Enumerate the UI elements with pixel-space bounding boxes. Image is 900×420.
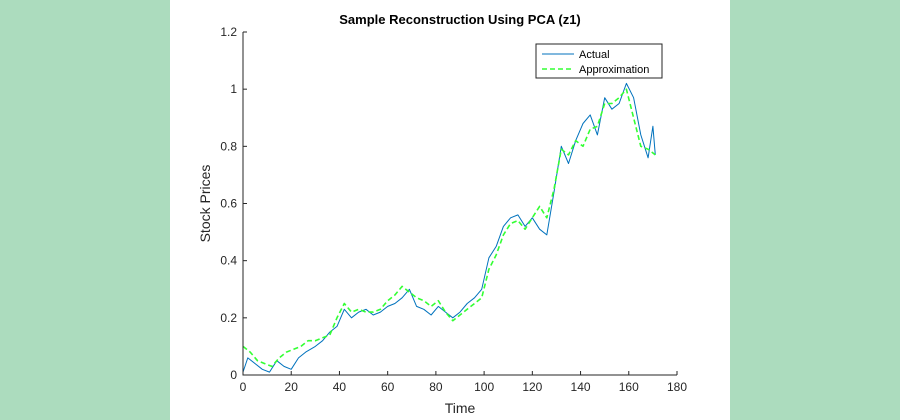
chart: Sample Reconstruction Using PCA (z1) 0 20… <box>197 12 687 416</box>
right-margin-background <box>730 0 900 420</box>
approximation-series-line <box>242 88 656 368</box>
chart-title: Sample Reconstruction Using PCA (z1) <box>339 12 581 27</box>
x-tick-label: 100 <box>474 380 494 394</box>
y-axis-label: Stock Prices <box>197 165 213 243</box>
legend-label: Approximation <box>579 64 649 76</box>
legend-box <box>535 43 663 79</box>
y-tick-label: 0.4 <box>220 254 237 268</box>
x-tick-label: 40 <box>333 380 347 394</box>
left-margin-background <box>0 0 170 420</box>
x-tick-label: 60 <box>381 380 395 394</box>
x-tick-label: 180 <box>667 380 687 394</box>
series-layer <box>242 82 656 373</box>
x-axis-ticks: 0 20 40 60 80 100 120 140 160 180 <box>240 371 687 394</box>
y-tick-label: 1 <box>230 82 237 96</box>
x-tick-label: 20 <box>285 380 299 394</box>
x-tick-label: 120 <box>522 380 542 394</box>
y-tick-label: 0.6 <box>220 197 237 211</box>
x-tick-label: 0 <box>240 380 247 394</box>
axes-lines <box>242 32 677 376</box>
y-tick-label: 0.2 <box>220 311 237 325</box>
legend-label: Actual <box>579 49 610 61</box>
y-axis-ticks: 0 0.2 0.4 0.6 0.8 1 1.2 <box>220 25 247 382</box>
x-tick-label: 140 <box>571 380 591 394</box>
x-tick-label: 80 <box>429 380 443 394</box>
y-tick-label: 1.2 <box>220 25 237 39</box>
x-tick-label: 160 <box>619 380 639 394</box>
legend: Actual Approximation <box>535 43 663 79</box>
y-tick-label: 0 <box>230 368 237 382</box>
x-axis-label: Time <box>445 400 476 416</box>
figure-window: Sample Reconstruction Using PCA (z1) 0 20… <box>170 0 730 420</box>
actual-series-line <box>242 82 656 373</box>
y-tick-label: 0.8 <box>220 139 237 153</box>
